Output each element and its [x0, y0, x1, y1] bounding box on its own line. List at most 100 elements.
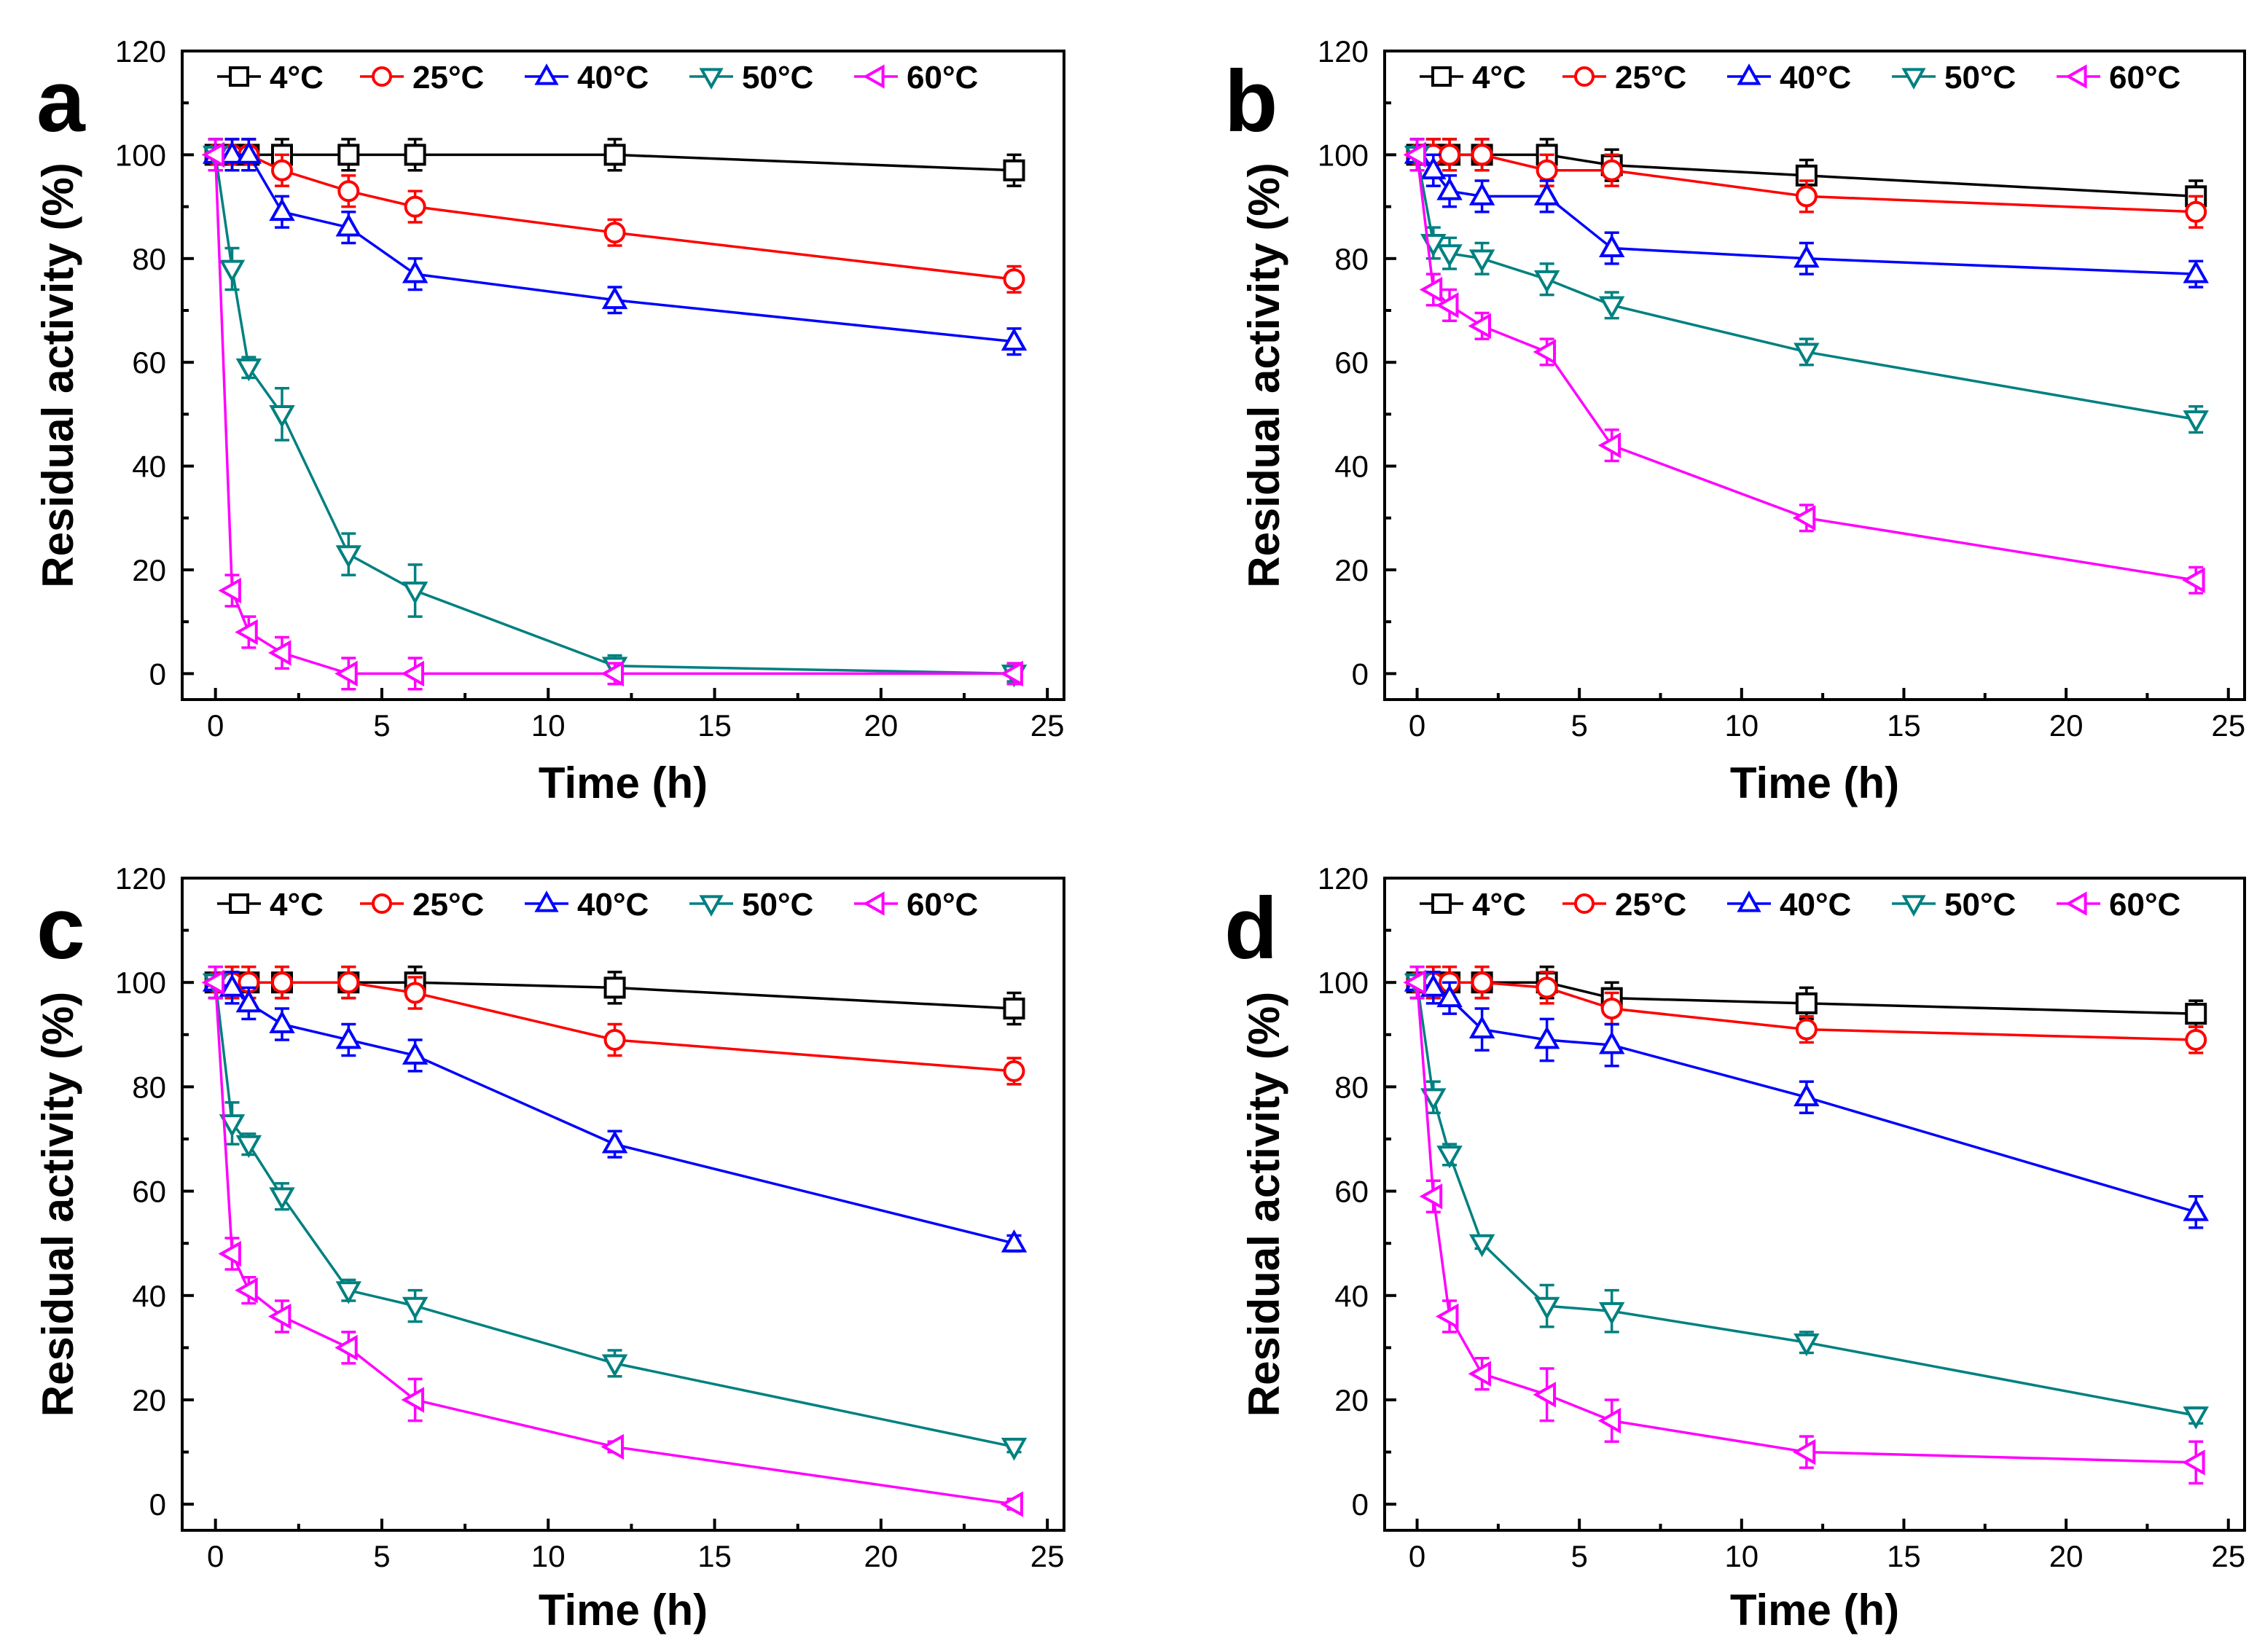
y-tick-label: 0: [149, 657, 166, 691]
data-point: [1468, 182, 1495, 205]
plot-frame: [181, 50, 1065, 701]
data-point: [1598, 1301, 1625, 1326]
data-point: [1795, 992, 1818, 1014]
data-point: [1468, 313, 1491, 340]
data-point: [1419, 276, 1443, 303]
data-point: [201, 969, 225, 995]
data-point: [1436, 1303, 1459, 1330]
y-tick-label: 20: [132, 1383, 166, 1417]
data-point: [1000, 1491, 1023, 1517]
x-tick-label: 5: [373, 708, 390, 743]
data-point: [1793, 342, 1820, 366]
x-tick-label: 15: [697, 1539, 732, 1573]
data-point: [218, 577, 241, 604]
data-point: [1001, 327, 1028, 351]
plot-frame: [181, 877, 1065, 1532]
series-60°C: [201, 965, 1023, 1517]
data-point: [2185, 200, 2207, 223]
series-40°C: [1404, 138, 2209, 289]
data-point: [1420, 156, 1447, 180]
data-point: [269, 1187, 295, 1210]
data-point: [219, 141, 246, 164]
data-point: [235, 1277, 258, 1304]
data-point: [335, 1025, 362, 1049]
data-point: [601, 1130, 628, 1154]
data-point: [235, 619, 258, 646]
x-axis-title: Time (h): [539, 759, 708, 807]
data-point: [1468, 1361, 1491, 1387]
data-point: [1536, 159, 1558, 181]
data-point: [1436, 244, 1463, 267]
legend: 4°C 25°C 40°C 50°C 60°C: [217, 887, 978, 923]
data-point: [1792, 1438, 1816, 1465]
series-4°C: [204, 138, 1025, 187]
legend-label: 60°C: [907, 887, 978, 923]
y-tick-label: 60: [1334, 345, 1369, 380]
series-40°C: [202, 965, 1028, 1253]
series-60°C: [1403, 138, 2205, 595]
data-point: [401, 660, 425, 687]
legend-marker: [1737, 890, 1761, 912]
data-point: [1795, 185, 1818, 208]
panel-d: d 0 5 10 15 20 25 0 20 40 60 80 100 120 Time (h) Residu…: [1224, 861, 2246, 1635]
data-point: [1436, 292, 1459, 318]
y-tick-label: 40: [1334, 1279, 1369, 1313]
legend-label: 60°C: [907, 60, 978, 95]
data-point: [1436, 984, 1463, 1008]
data-point: [1533, 1296, 1560, 1320]
x-tick-label: 25: [2211, 708, 2245, 743]
data-point: [1420, 1088, 1447, 1111]
data-point: [219, 974, 246, 997]
legend-label: 25°C: [1615, 60, 1686, 95]
y-tick-label: 60: [1334, 1175, 1369, 1209]
y-tick-label: 40: [1334, 450, 1369, 484]
data-point: [2182, 567, 2205, 593]
data-point: [1793, 1333, 1820, 1357]
data-point: [404, 144, 426, 166]
y-tick-label: 80: [132, 1070, 166, 1104]
data-point: [601, 286, 628, 310]
series-line: [215, 981, 1014, 1245]
data-point: [1403, 141, 1426, 168]
legend-label: 4°C: [1472, 887, 1526, 923]
panel-b: b 0 5 10 15 20 25 0 20 40 60 80 100 120 Time (h) Residu…: [1224, 34, 2246, 807]
legend-marker: [372, 893, 392, 914]
legend-marker: [1901, 895, 1926, 917]
plot-frame: [1383, 877, 2246, 1532]
legend-label: 4°C: [1472, 60, 1526, 95]
data-point: [267, 1303, 292, 1330]
legend-label: 4°C: [270, 887, 324, 923]
data-point: [269, 1010, 295, 1033]
legend-label: 40°C: [577, 60, 649, 95]
data-point: [1792, 505, 1816, 531]
data-point: [1436, 1146, 1463, 1169]
series-4°C: [204, 965, 1025, 1026]
y-tick-label: 20: [1334, 1383, 1369, 1417]
panel-c: c 0 5 10 15 20 25 0 20 40 60 80 100 120 Time (h) Residu…: [34, 861, 1065, 1635]
x-tick-label: 20: [864, 1539, 899, 1573]
series-line: [214, 154, 1014, 676]
x-tick-label: 20: [2049, 1539, 2084, 1573]
data-point: [2185, 1028, 2207, 1051]
data-point: [1436, 177, 1463, 200]
y-tick-label: 120: [115, 861, 166, 896]
data-point: [269, 405, 295, 428]
data-point: [1403, 969, 1426, 995]
data-point: [404, 982, 426, 1004]
data-point: [1419, 1183, 1443, 1210]
y-tick-label: 120: [115, 34, 166, 68]
series-50°C: [1404, 138, 2209, 434]
plot-frame: [1383, 50, 2246, 701]
y-tick-label: 80: [1334, 242, 1369, 276]
legend-marker: [1574, 893, 1595, 914]
data-point: [1000, 660, 1023, 687]
x-tick-label: 15: [1887, 708, 1921, 743]
legend-label: 50°C: [742, 887, 813, 923]
x-tick-label: 10: [1724, 1539, 1759, 1573]
data-point: [1471, 144, 1493, 166]
legend-marker: [1431, 893, 1452, 914]
y-tick-label: 100: [115, 966, 166, 1000]
data-point: [1001, 1438, 1028, 1461]
y-tick-label: 20: [132, 553, 166, 587]
data-point: [603, 976, 626, 999]
